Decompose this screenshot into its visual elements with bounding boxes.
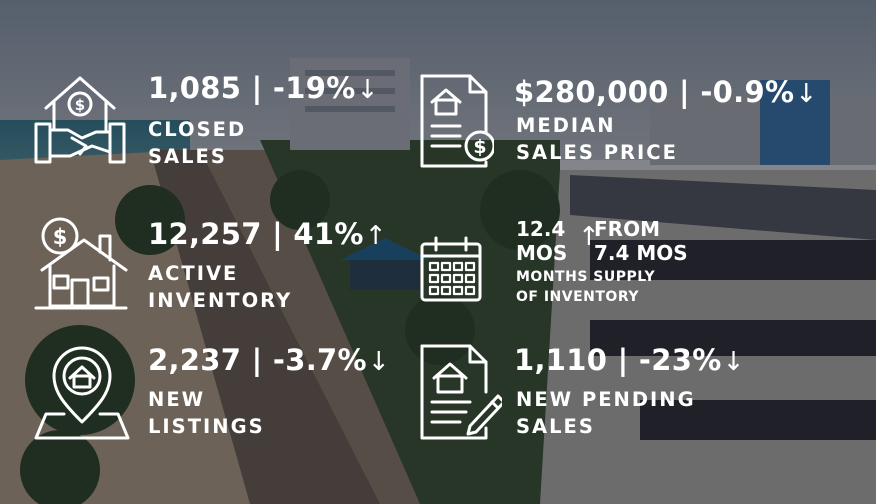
new-pending-sales-label-line2: SALES [516, 415, 595, 438]
active-inventory-label-line1: ACTIVE [148, 262, 239, 285]
months-supply-from-line1: FROM [594, 217, 660, 241]
document-house-dollar-icon: $ [420, 74, 494, 168]
median-sales-price-label-line2: SALES PRICE [516, 141, 678, 164]
active-inventory-label-line2: INVENTORY [148, 289, 293, 312]
svg-text:$: $ [53, 225, 68, 249]
new-pending-sales-value: 1,110 | -23%↓ [514, 343, 745, 377]
new-listings-value: 2,237 | -3.7%↓ [148, 343, 390, 377]
closed-sales-label-line2: SALES [148, 145, 227, 168]
new-listings-label-line1: NEW [148, 388, 206, 411]
home-handshake-dollar-icon: $ [34, 72, 126, 166]
months-supply-value-line2: MOS [516, 241, 568, 265]
house-location-pin-icon [34, 344, 130, 442]
months-supply-from-line2: 7.4 MOS [594, 241, 688, 265]
active-inventory-value: 12,257 | 41%↑ [148, 217, 387, 251]
arrow-up-icon: ↑ [364, 221, 387, 251]
svg-text:$: $ [473, 136, 486, 158]
arrow-down-icon: ↓ [795, 79, 818, 109]
calendar-icon [420, 236, 482, 302]
closed-sales-label-line1: CLOSED [148, 118, 247, 141]
svg-text:$: $ [75, 96, 85, 114]
arrow-down-icon: ↓ [367, 347, 390, 377]
arrow-down-icon: ↓ [356, 75, 379, 105]
new-listings-label-line2: LISTINGS [148, 415, 265, 438]
months-supply-label-line2: OF INVENTORY [516, 289, 639, 305]
document-house-pen-icon [420, 344, 502, 440]
months-supply-label-line1: MONTHS SUPPLY [516, 269, 656, 285]
median-sales-price-label-line1: MEDIAN [516, 114, 616, 137]
closed-sales-value: 1,085 | -19%↓ [148, 71, 379, 105]
median-sales-price-value: $280,000 | -0.9%↓ [514, 75, 818, 109]
months-supply-value-line1: 12.4 [516, 217, 566, 241]
arrow-down-icon: ↓ [722, 347, 745, 377]
new-pending-sales-label-line1: NEW PENDING [516, 388, 696, 411]
house-dollar-icon: $ [34, 216, 128, 312]
arrow-up-icon: ↑ [578, 222, 600, 252]
